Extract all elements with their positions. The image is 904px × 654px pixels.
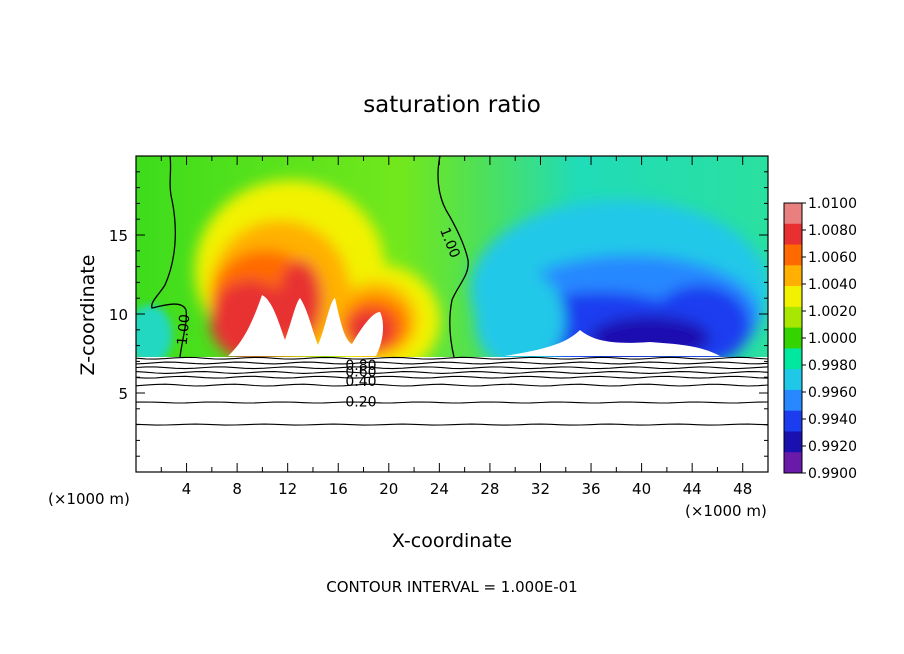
- x-tick-label: 20: [379, 480, 398, 498]
- y-tick-label: 10: [109, 306, 128, 324]
- contour-1-00-left: [151, 156, 188, 358]
- y-axis-label: Z-coordinate: [77, 255, 99, 376]
- y-tick-label: 15: [109, 227, 128, 245]
- colorbar-label: 1.0000: [808, 331, 857, 347]
- colorbar-label: 0.9960: [808, 385, 857, 401]
- low-contour-line: [136, 383, 768, 387]
- contour-1-00-right: [437, 156, 469, 358]
- low-contour-line: [136, 423, 768, 426]
- colorbar-label: 1.0040: [808, 277, 857, 293]
- x-tick-label: 12: [278, 480, 297, 498]
- colorbar-label: 1.0060: [808, 250, 857, 266]
- contour-label: 0.60: [345, 364, 376, 380]
- x-tick-label: 32: [531, 480, 550, 498]
- colorbar-label: 0.9920: [808, 439, 857, 455]
- x-tick-label: 28: [480, 480, 499, 498]
- x-unit-right: (×1000 m): [685, 502, 767, 520]
- x-unit-left: (×1000 m): [48, 490, 130, 508]
- colorbar-swatch: [784, 244, 802, 266]
- x-axis: 4 8 12 16 20 24 28 32 36 40 44 48: [160, 156, 752, 498]
- contour-interval-note: CONTOUR INTERVAL = 1.000E-01: [326, 578, 577, 596]
- colorbar-label: 0.9900: [808, 466, 857, 482]
- x-tick-label: 40: [632, 480, 651, 498]
- colorbar-swatch: [784, 265, 802, 287]
- contour-label: 0.80: [345, 358, 376, 374]
- left-edge-patch: [136, 305, 172, 365]
- x-tick-label: 4: [182, 480, 192, 498]
- x-tick-label: 16: [329, 480, 348, 498]
- colorbar: 1.0100 1.0080 1.0060 1.0040 1.0020 1.0000 0.99…: [783, 196, 857, 482]
- colorbar-swatch: [784, 410, 802, 432]
- heatmap-field: [136, 156, 768, 472]
- low-contour-line: [136, 366, 768, 370]
- low-contour-line: [136, 371, 768, 374]
- colorbar-label: 1.0080: [808, 223, 857, 239]
- colorbar-swatch: [784, 431, 802, 453]
- x-tick-label: 44: [683, 480, 702, 498]
- colorbar-swatch: [784, 286, 802, 308]
- saturated-pockets: [228, 295, 720, 356]
- contour-label: 1.00: [175, 314, 194, 346]
- colorbar-label: 0.9980: [808, 358, 857, 374]
- colorbar-swatch: [784, 369, 802, 391]
- colorbar-swatch: [784, 389, 802, 412]
- low-contour-line: [136, 375, 768, 379]
- contour-label: 0.20: [345, 394, 376, 410]
- colorbar-label: 0.9940: [808, 412, 857, 428]
- colorbar-swatch: [784, 223, 802, 246]
- low-contour-lines: [136, 356, 768, 426]
- colorbar-swatch: [784, 306, 802, 329]
- x-tick-label: 24: [430, 480, 449, 498]
- low-contour-line: [136, 361, 768, 365]
- colorbar-swatch: [784, 348, 802, 370]
- colorbar-swatch: [784, 452, 802, 474]
- contour-label: 0.40: [345, 374, 376, 390]
- contour-labels: 1.001.000.800.600.400.20: [175, 225, 463, 410]
- low-contour-line: [136, 401, 768, 404]
- colorbar-swatch: [784, 327, 802, 349]
- chart-title: saturation ratio: [363, 92, 541, 118]
- y-axis: 5 10 15: [109, 171, 768, 457]
- x-tick-label: 48: [733, 480, 752, 498]
- colorbar-label: 1.0020: [808, 304, 857, 320]
- y-tick-label: 5: [118, 385, 128, 403]
- x-tick-label: 8: [232, 480, 242, 498]
- colorbar-swatch: [784, 203, 802, 225]
- colorbar-label: 1.0100: [808, 196, 857, 212]
- x-axis-label: X-coordinate: [392, 530, 512, 552]
- low-contour-line: [136, 356, 768, 360]
- boundary-layer: [136, 357, 768, 472]
- x-tick-label: 36: [581, 480, 600, 498]
